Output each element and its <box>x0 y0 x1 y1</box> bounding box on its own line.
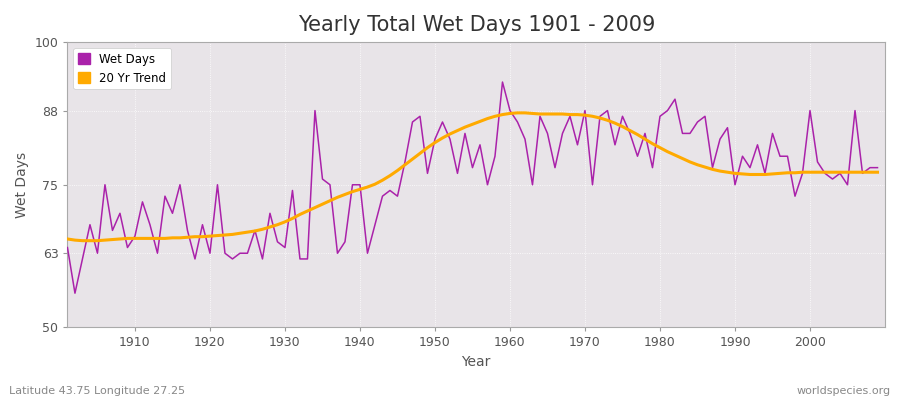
Text: Latitude 43.75 Longitude 27.25: Latitude 43.75 Longitude 27.25 <box>9 386 185 396</box>
X-axis label: Year: Year <box>462 355 490 369</box>
Legend: Wet Days, 20 Yr Trend: Wet Days, 20 Yr Trend <box>74 48 171 89</box>
Title: Yearly Total Wet Days 1901 - 2009: Yearly Total Wet Days 1901 - 2009 <box>298 15 655 35</box>
Y-axis label: Wet Days: Wet Days <box>15 152 29 218</box>
Text: worldspecies.org: worldspecies.org <box>796 386 891 396</box>
